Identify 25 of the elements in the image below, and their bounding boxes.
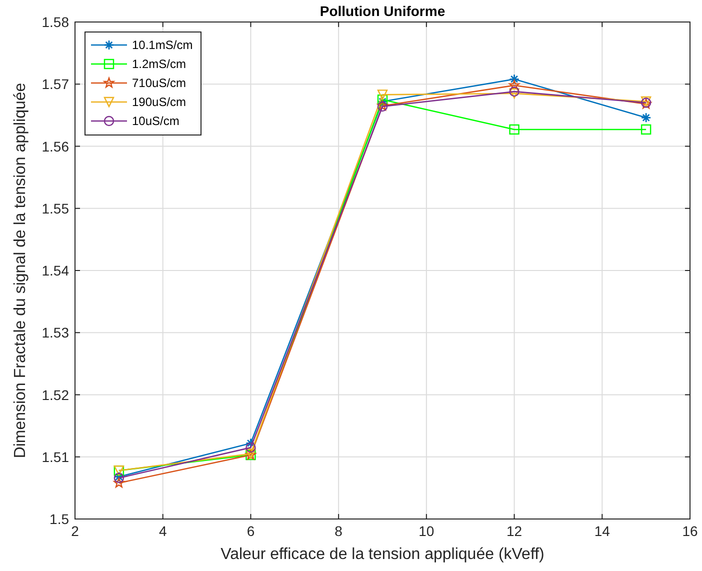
x-tick-label: 4	[158, 523, 167, 539]
y-tick-label: 1.54	[42, 262, 70, 278]
y-tick-label: 1.5	[50, 511, 70, 527]
x-tick-label: 12	[506, 523, 522, 539]
x-tick-label: 8	[334, 523, 343, 539]
chart-title: Pollution Uniforme	[320, 3, 446, 19]
x-tick-label: 16	[682, 523, 698, 539]
y-tick-label: 1.53	[42, 324, 70, 341]
y-tick-label: 1.52	[42, 386, 70, 403]
y-tick-label: 1.55	[42, 200, 70, 216]
y-tick-label: 1.56	[42, 138, 70, 154]
y-tick-label: 1.57	[42, 76, 70, 92]
y-axis-title: Dimension Fractale du signal de la tension appliquée	[12, 82, 29, 458]
x-tick-label: 14	[594, 523, 610, 539]
legend-label: 10.1mS/cm	[132, 38, 193, 52]
x-tick-label: 2	[71, 523, 80, 539]
legend-label: 190uS/cm	[132, 95, 186, 109]
y-tick-label: 1.58	[42, 14, 70, 30]
y-tick-label: 1.51	[42, 448, 70, 465]
legend-label: 1.2mS/cm	[132, 57, 186, 71]
legend-label: 710uS/cm	[132, 76, 186, 90]
x-tick-label: 6	[246, 523, 255, 539]
legend-label: 10uS/cm	[132, 114, 180, 128]
x-tick-label: 10	[418, 523, 434, 539]
x-axis-title: Valeur efficace de la tension appliquée (kVeff)	[220, 546, 544, 563]
